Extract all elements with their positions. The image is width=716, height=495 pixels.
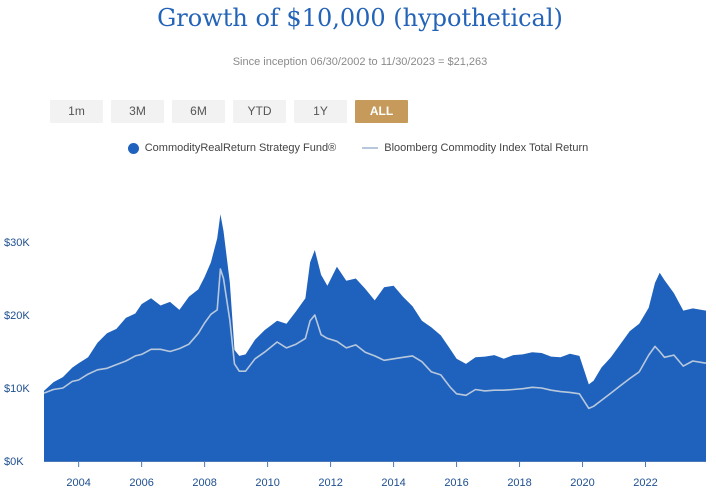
y-tick-label: $0K bbox=[4, 456, 24, 468]
legend-index-marker bbox=[362, 147, 379, 149]
legend-item-fund[interactable]: CommodityRealReturn Strategy Fund® bbox=[127, 142, 337, 154]
y-tick-label: $10K bbox=[4, 383, 30, 395]
chart-subtitle: Since inception 06/30/2002 to 11/30/2023… bbox=[232, 56, 488, 68]
range-button-3m[interactable]: 3M bbox=[111, 100, 164, 123]
legend-fund-marker bbox=[127, 142, 139, 154]
x-tick-label: 2004 bbox=[66, 477, 90, 489]
y-tick-label: $30K bbox=[4, 237, 30, 249]
fund-area-series bbox=[44, 214, 706, 461]
time-range-selector: 1m 3M 6M YTD 1Y ALL bbox=[50, 100, 408, 123]
legend-item-index[interactable]: Bloomberg Commodity Index Total Return bbox=[362, 142, 588, 154]
chart-title: Growth of $10,000 (hypothetical) bbox=[157, 4, 563, 32]
x-tick-label: 2012 bbox=[318, 477, 342, 489]
index-line-series bbox=[43, 268, 707, 410]
range-button-all[interactable]: ALL bbox=[355, 100, 408, 123]
x-tick-label: 2022 bbox=[633, 477, 657, 489]
range-button-6m[interactable]: 6M bbox=[172, 100, 225, 123]
x-tick-label: 2016 bbox=[444, 477, 468, 489]
range-button-ytd[interactable]: YTD bbox=[233, 100, 286, 123]
chart-legend: CommodityRealReturn Strategy Fund® Bloom… bbox=[0, 142, 716, 154]
legend-index-label: Bloomberg Commodity Index Total Return bbox=[384, 142, 589, 154]
x-tick-label: 2018 bbox=[507, 477, 531, 489]
range-button-1m[interactable]: 1m bbox=[50, 100, 103, 123]
x-tick-label: 2014 bbox=[381, 477, 405, 489]
x-tick-label: 2008 bbox=[192, 477, 216, 489]
legend-fund-label: CommodityRealReturn Strategy Fund® bbox=[144, 142, 337, 154]
x-tick-label: 2006 bbox=[129, 477, 153, 489]
x-tick-label: 2010 bbox=[255, 477, 279, 489]
range-button-1y[interactable]: 1Y bbox=[294, 100, 347, 123]
y-tick-label: $20K bbox=[4, 310, 30, 322]
x-tick-label: 2020 bbox=[570, 477, 594, 489]
